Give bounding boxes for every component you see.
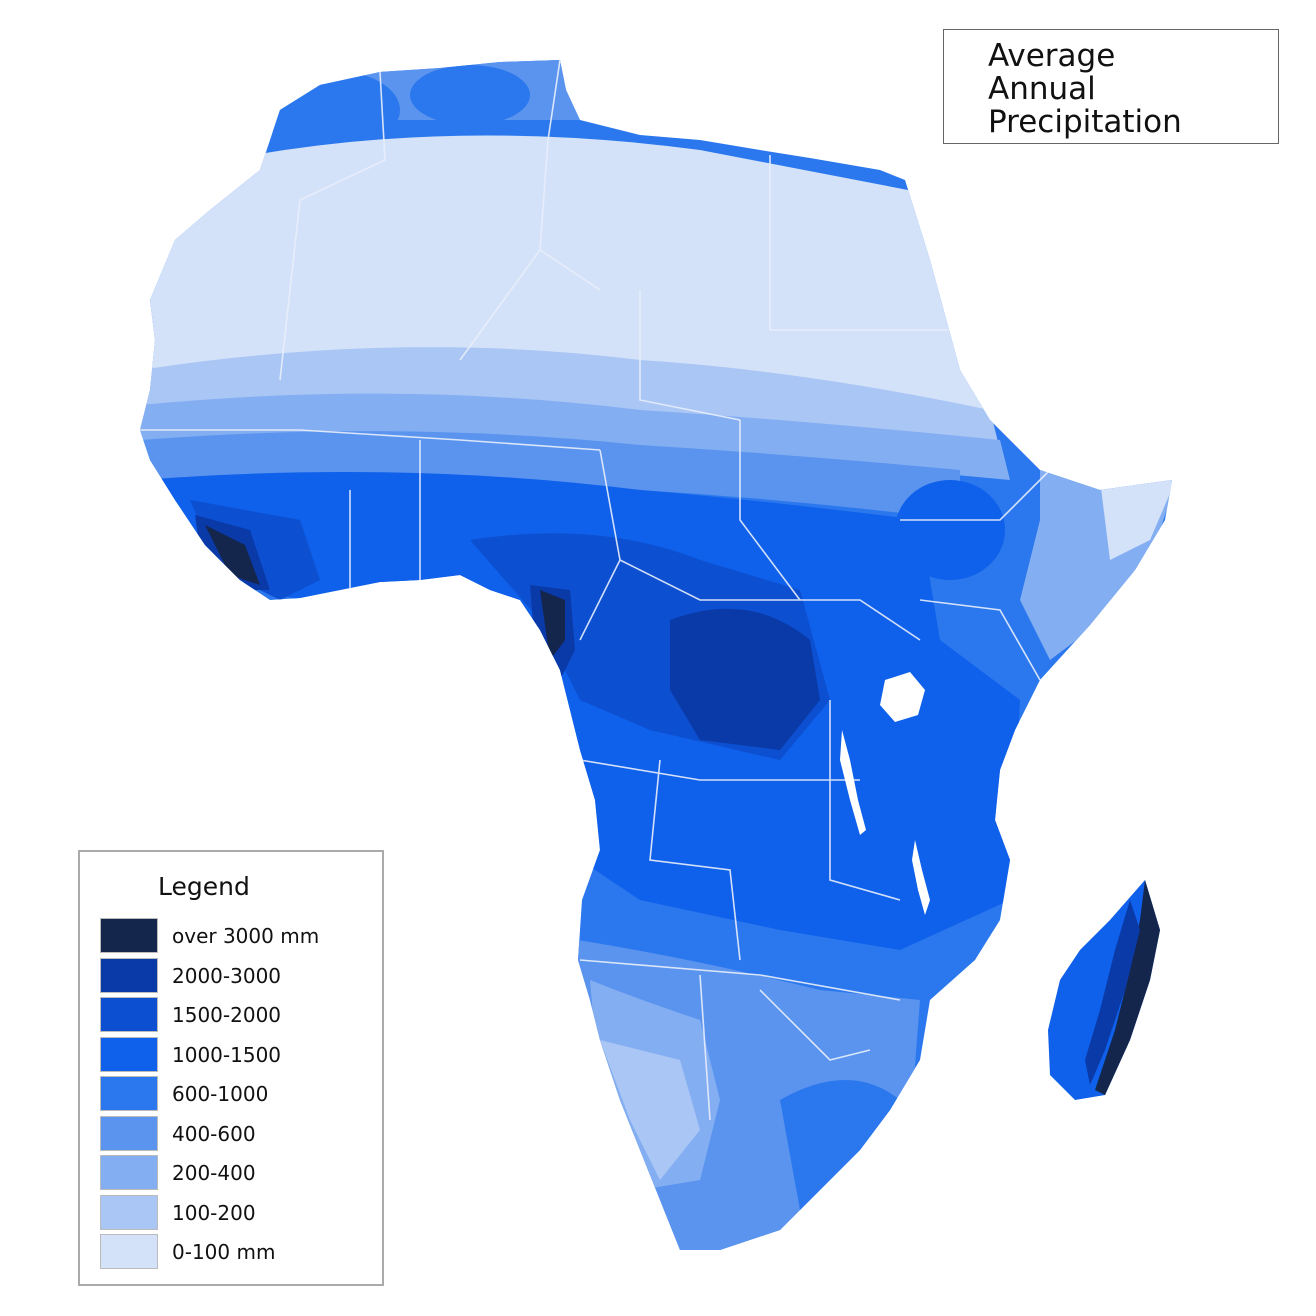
legend-title: Legend bbox=[158, 872, 250, 901]
legend-label-100-200: 100-200 bbox=[172, 1201, 256, 1225]
legend-swatch-1500-2000 bbox=[100, 997, 158, 1032]
lake-tanganyika bbox=[840, 730, 866, 835]
legend-box: Legend over 3000 mm 2000-3000 1500-2000 … bbox=[78, 850, 384, 1286]
legend-swatch-1000-1500 bbox=[100, 1037, 158, 1072]
lake-victoria bbox=[880, 672, 925, 722]
legend-label-0-100: 0-100 mm bbox=[172, 1240, 276, 1264]
legend-swatch-200-400 bbox=[100, 1155, 158, 1190]
madagascar bbox=[1048, 880, 1160, 1100]
map-title-box: Average Annual Precipitation bbox=[943, 29, 1279, 144]
map-title-line-1: Average bbox=[988, 38, 1116, 74]
legend-swatch-600-1000 bbox=[100, 1076, 158, 1111]
legend-label-2000-3000: 2000-3000 bbox=[172, 964, 282, 988]
legend-swatch-400-600 bbox=[100, 1116, 158, 1151]
legend-swatch-over-3000 bbox=[100, 918, 158, 953]
legend-label-1000-1500: 1000-1500 bbox=[172, 1043, 282, 1067]
legend-label-200-400: 200-400 bbox=[172, 1161, 256, 1185]
legend-label-600-1000: 600-1000 bbox=[172, 1082, 269, 1106]
legend-label-400-600: 400-600 bbox=[172, 1122, 256, 1146]
lake-malawi bbox=[912, 840, 930, 915]
legend-label-over-3000: over 3000 mm bbox=[172, 924, 320, 948]
legend-swatch-0-100 bbox=[100, 1234, 158, 1269]
legend-swatch-100-200 bbox=[100, 1195, 158, 1230]
legend-swatch-2000-3000 bbox=[100, 958, 158, 993]
legend-label-1500-2000: 1500-2000 bbox=[172, 1003, 282, 1027]
map-title-line-3: Precipitation bbox=[988, 104, 1182, 140]
map-title-line-2: Annual bbox=[988, 71, 1096, 107]
